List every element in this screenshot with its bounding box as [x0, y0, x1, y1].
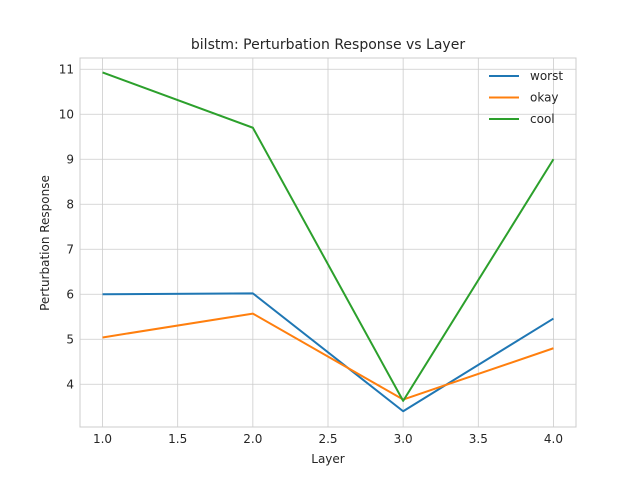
x-tick-label: 1.5 [168, 432, 187, 446]
x-tick-label: 2.5 [318, 432, 337, 446]
y-tick-label: 4 [66, 377, 74, 391]
y-tick-label: 8 [66, 197, 74, 211]
x-axis-ticks: 1.0 1.5 2.0 2.5 3.0 3.5 4.0 [93, 432, 563, 446]
legend-label-cool: cool [530, 112, 555, 126]
y-axis-ticks: 4 5 6 7 8 9 10 11 [59, 62, 74, 391]
x-tick-label: 1.0 [93, 432, 112, 446]
legend-label-okay: okay [530, 91, 559, 105]
y-tick-label: 10 [59, 107, 74, 121]
x-tick-label: 4.0 [544, 432, 563, 446]
series-lines [102, 71, 555, 413]
y-tick-label: 7 [66, 242, 74, 256]
x-axis-label: Layer [311, 452, 345, 466]
series-line-worst [102, 292, 554, 413]
y-tick-label: 5 [66, 332, 74, 346]
y-tick-label: 6 [66, 287, 74, 301]
plot-frame [79, 57, 577, 428]
legend-label-worst: worst [530, 69, 563, 83]
legend: worst okay cool [489, 69, 563, 126]
chart-title: bilstm: Perturbation Response vs Layer [191, 37, 465, 53]
x-tick-label: 2.0 [243, 432, 262, 446]
y-tick-label: 11 [59, 62, 74, 76]
x-tick-label: 3.0 [394, 432, 413, 446]
y-axis-label: Perturbation Response [38, 175, 52, 311]
x-tick-label: 3.5 [469, 432, 488, 446]
grid [80, 58, 576, 427]
series-line-okay [102, 312, 554, 401]
y-tick-label: 9 [66, 152, 74, 166]
series-line-cool [102, 71, 555, 402]
